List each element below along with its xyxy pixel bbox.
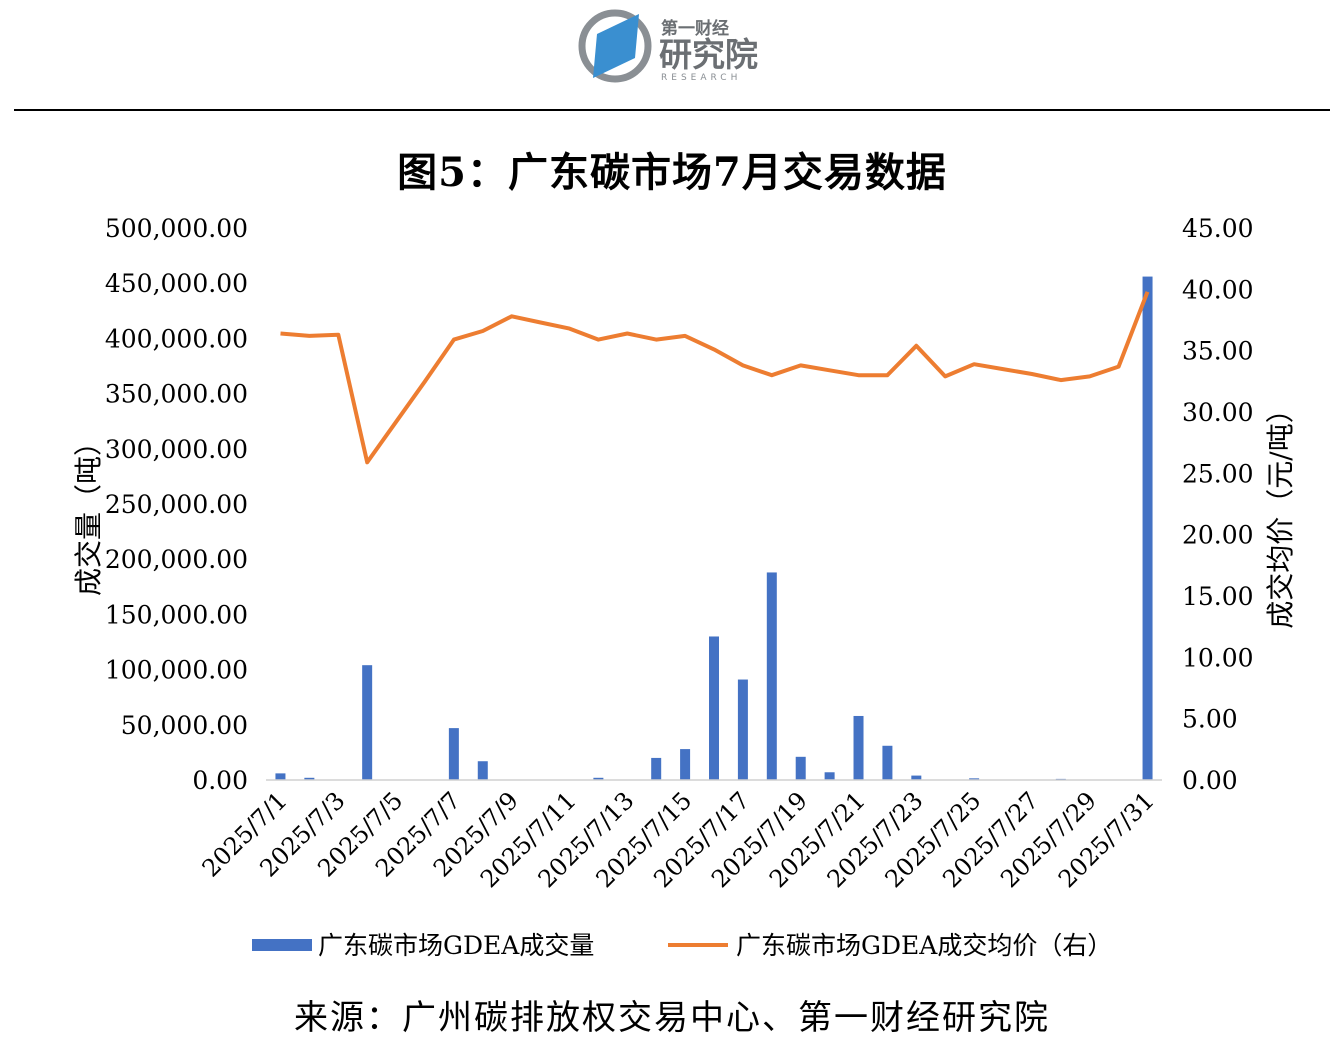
bar: [795, 756, 806, 780]
y2-tick-label: 45.00: [1182, 214, 1254, 243]
source-note: 来源：广州碳排放权交易中心、第一财经研究院: [294, 998, 1050, 1038]
y2-tick-label: 40.00: [1182, 275, 1254, 304]
bar: [1142, 276, 1153, 780]
y-tick-label: 400,000.00: [105, 324, 248, 353]
bar: [709, 636, 719, 780]
y2-tick-label: 35.00: [1182, 337, 1254, 366]
y-tick-label: 100,000.00: [105, 656, 248, 685]
bar: [362, 665, 373, 780]
bar: [593, 777, 604, 780]
legend-bar-swatch: [252, 939, 312, 951]
bar-series: [275, 276, 1153, 780]
y-tick-label: 300,000.00: [105, 435, 248, 464]
price-line: [280, 291, 1150, 465]
y-tick-label: 450,000.00: [105, 269, 248, 298]
bar: [766, 572, 777, 780]
y-tick-label: 350,000.00: [105, 380, 248, 409]
y-axis-label: 成交量（吨）: [72, 428, 105, 596]
y-axis-right: 0.00 5.00 10.00 15.00 20.00 25.00 30.00 35.00 40…: [1182, 214, 1254, 795]
legend-line-label: 广东碳市场GDEA成交均价（右）: [736, 931, 1112, 960]
bar: [448, 728, 459, 780]
logo-book-icon: [593, 14, 639, 78]
bar: [853, 715, 864, 780]
y2-tick-label: 10.00: [1182, 643, 1254, 672]
y2-tick-label: 25.00: [1182, 459, 1254, 488]
bar: [824, 772, 835, 780]
y2-tick-label: 5.00: [1182, 705, 1238, 734]
y-tick-label: 250,000.00: [105, 490, 248, 519]
legend-bar-label: 广东碳市场GDEA成交量: [318, 931, 594, 960]
chart-title: 图5：广东碳市场7月交易数据: [397, 149, 947, 196]
y2-tick-label: 0.00: [1182, 766, 1238, 795]
y2-axis-label: 成交均价（元/吨）: [1264, 395, 1297, 628]
bar: [882, 745, 893, 780]
bar: [477, 761, 488, 780]
logo: 第一财经 研究院 RESEARCH: [575, 6, 775, 86]
logo-ring: [578, 9, 652, 83]
y-tick-label: 150,000.00: [105, 600, 248, 629]
bar: [737, 679, 748, 780]
x-axis: 2025/7/12025/7/32025/7/52025/7/72025/7/9…: [197, 779, 1162, 893]
y2-tick-label: 15.00: [1182, 582, 1254, 611]
line-series: [280, 291, 1150, 465]
bar: [969, 778, 980, 780]
brand-small: 第一财经: [661, 18, 729, 39]
header-divider: [14, 109, 1330, 111]
bar: [911, 775, 922, 780]
y2-tick-label: 30.00: [1182, 398, 1254, 427]
brand-large: 研究院: [659, 35, 758, 74]
y-tick-label: 50,000.00: [121, 711, 248, 740]
y2-tick-label: 20.00: [1182, 521, 1254, 550]
legend: 广东碳市场GDEA成交量 广东碳市场GDEA成交均价（右）: [252, 931, 1112, 960]
bar: [275, 773, 286, 780]
bar: [680, 749, 691, 780]
y-tick-label: 500,000.00: [105, 214, 248, 243]
bar: [651, 757, 662, 780]
brand-en: RESEARCH: [661, 73, 741, 83]
y-tick-label: 0.00: [192, 766, 248, 795]
bar: [304, 777, 315, 780]
y-axis-left: 0.00 50,000.00 100,000.00 150,000.00 200,000…: [105, 214, 248, 795]
y-tick-label: 200,000.00: [105, 545, 248, 574]
